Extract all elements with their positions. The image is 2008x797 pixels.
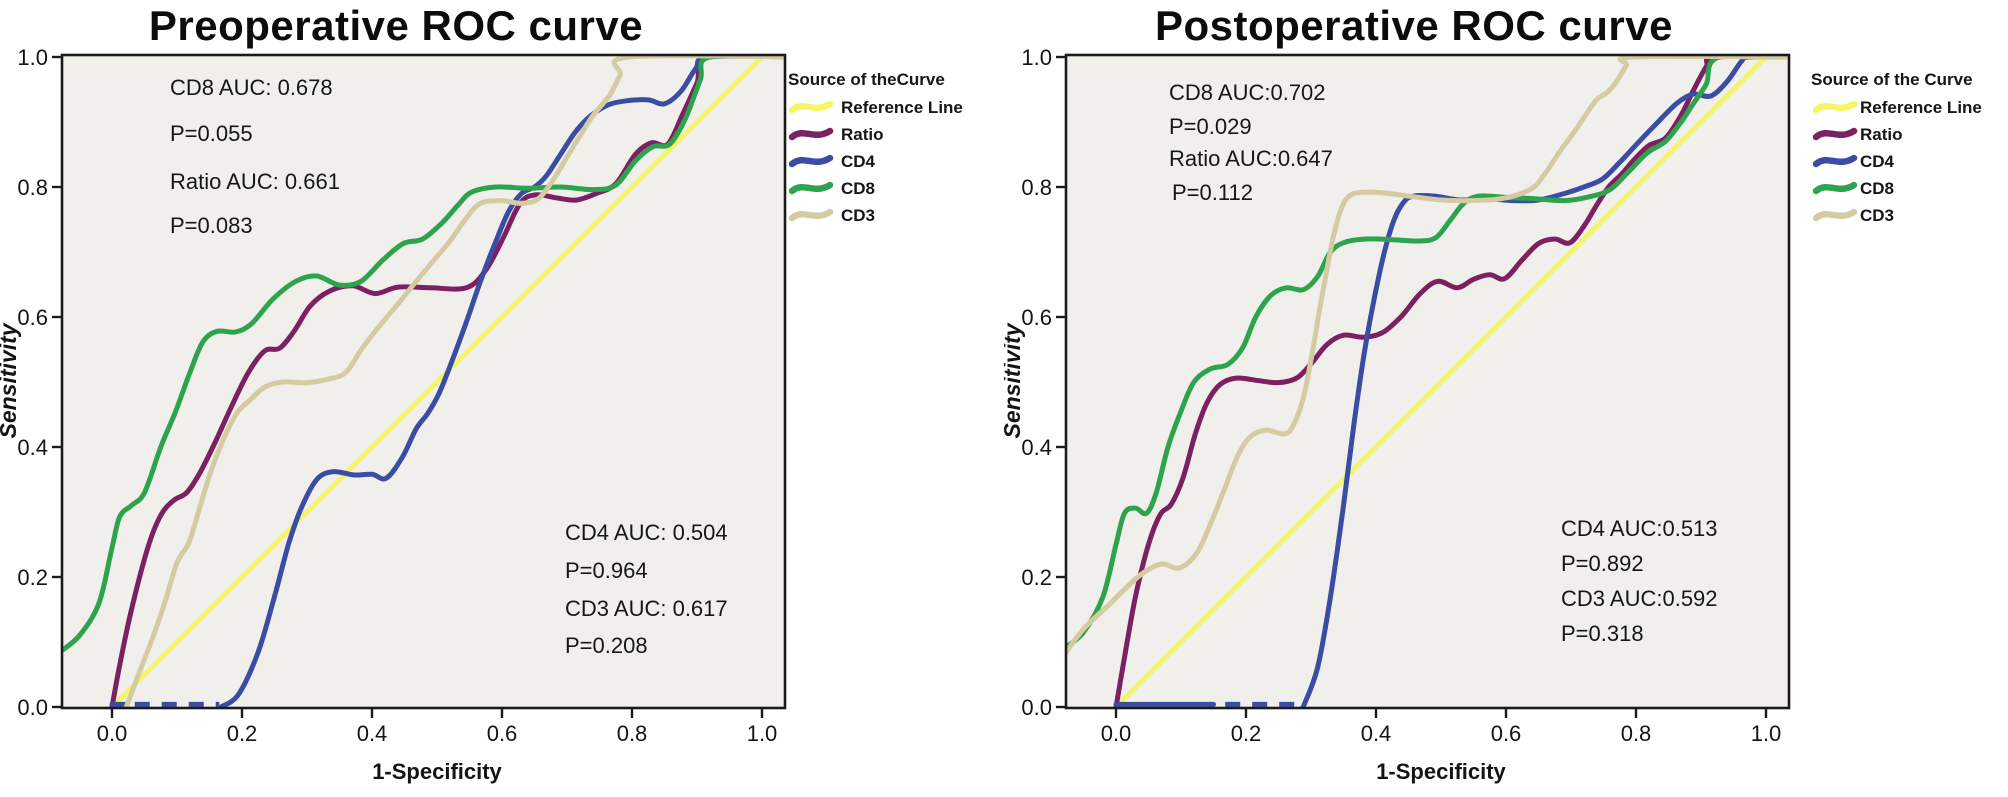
auc-annotation: P=0.029	[1169, 114, 1252, 139]
x-axis-title: 1-Specificity	[372, 759, 502, 784]
auc-annotation: Ratio AUC:0.647	[1169, 146, 1333, 171]
legend-label-cd8: CD8	[841, 179, 875, 198]
x-axis-title: 1-Specificity	[1376, 759, 1506, 784]
curves-layer	[62, 55, 785, 708]
x-tick-label: 0.2	[227, 721, 258, 746]
legend-label-ratio: Ratio	[841, 125, 884, 144]
auc-annotation: CD8 AUC:0.702	[1169, 80, 1326, 105]
curve-reference	[1111, 55, 1769, 708]
plot-area	[62, 55, 785, 708]
legend-label-reference: Reference Line	[841, 98, 963, 117]
plot-frame	[1064, 53, 1791, 710]
legend-title: Source of theCurve	[788, 70, 945, 89]
auc-annotation: P=0.083	[170, 213, 253, 238]
legend-swatch-cd3	[1812, 208, 1858, 222]
legend-swatch-reference	[1812, 100, 1858, 114]
curve-cd3	[1066, 55, 1789, 657]
curve-reference	[107, 55, 765, 708]
auc-annotation: P=0.892	[1561, 551, 1644, 576]
curve-cd8	[62, 55, 785, 654]
y-tick-label: 0.6	[1021, 305, 1052, 330]
y-tick-label: 0.4	[17, 435, 48, 460]
y-axis-title: Sensitivity	[0, 322, 21, 438]
postoperative-roc-panel: Postoperative ROC curve 0.0 0.2 0.4 0.6 0.8 1…	[1004, 0, 2008, 797]
x-tick-label: 0.8	[1621, 721, 1652, 746]
auc-annotation: CD4 AUC: 0.504	[565, 520, 728, 545]
x-tick-label: 0.6	[1491, 721, 1522, 746]
curve-ratio	[1113, 55, 1789, 708]
y-tick-label: 0.8	[17, 175, 48, 200]
page-title: Postoperative ROC curve	[1154, 2, 1673, 49]
y-tick-label: 0.4	[1021, 435, 1052, 460]
y-tick-label: 0.0	[17, 695, 48, 720]
legend-label-ratio: Ratio	[1860, 125, 1903, 144]
legend-label-cd4: CD4	[841, 152, 876, 171]
curve-ratio	[109, 55, 785, 708]
x-tick-label: 0.0	[97, 721, 128, 746]
legend-label-reference: Reference Line	[1860, 98, 1982, 117]
y-tick-label: 0.0	[1021, 695, 1052, 720]
x-tick-label: 0.4	[357, 721, 388, 746]
auc-annotation: P=0.055	[170, 121, 253, 146]
legend-swatch-cd3	[788, 208, 834, 222]
legend-swatch-ratio	[1812, 127, 1858, 141]
legend-swatch-cd4	[1812, 154, 1858, 168]
curve-cd8	[1066, 55, 1789, 651]
auc-annotation: CD3 AUC: 0.617	[565, 596, 728, 621]
legend-swatch-reference	[788, 100, 834, 114]
curve-cd3	[123, 55, 785, 708]
y-tick-label: 0.6	[17, 305, 48, 330]
legend-swatch-cd8	[788, 181, 834, 195]
x-tick-label: 1.0	[1751, 721, 1782, 746]
auc-annotation: CD3 AUC:0.592	[1561, 586, 1718, 611]
preoperative-roc-panel: Preoperative ROC curve 0.0 0.2 0.4 0.6 0.8 1.…	[0, 2, 963, 784]
auc-annotation: P=0.318	[1561, 621, 1644, 646]
roc-chart-svg: 0.0 0.2 0.4 0.6 0.8 1.0 0.0 0.2 0.4 0.6 0.8 1.0 1-Sp…	[1004, 45, 1982, 784]
legend-swatch-cd4	[788, 154, 834, 168]
y-tick-label: 0.8	[1021, 175, 1052, 200]
x-tick-label: 0.4	[1361, 721, 1392, 746]
plot-frame	[60, 53, 787, 710]
x-tick-label: 0.8	[617, 721, 648, 746]
x-tick-label: 0.6	[487, 721, 518, 746]
legend-label-cd8: CD8	[1860, 179, 1894, 198]
legend-label-cd3: CD3	[841, 206, 875, 225]
auc-annotation: Ratio AUC: 0.661	[170, 169, 340, 194]
legend-label-cd4: CD4	[1860, 152, 1895, 171]
y-tick-label: 1.0	[1021, 45, 1052, 70]
page-title: Preoperative ROC curve	[148, 2, 644, 49]
auc-annotation: CD4 AUC:0.513	[1561, 516, 1718, 541]
y-tick-label: 0.2	[1021, 565, 1052, 590]
auc-annotation: CD8 AUC: 0.678	[170, 75, 333, 100]
x-tick-label: 0.0	[1101, 721, 1132, 746]
legend-swatch-cd8	[1812, 181, 1858, 195]
roc-chart-svg: 0.0 0.2 0.4 0.6 0.8 1.0 0.0 0.2 0.4 0.6 0.8 1.0 1-Sp…	[0, 45, 963, 784]
curves-layer	[1066, 55, 1789, 708]
legend-swatch-ratio	[788, 127, 834, 141]
auc-annotation: P=0.964	[565, 558, 648, 583]
plot-area	[1066, 55, 1789, 708]
y-tick-label: 1.0	[17, 45, 48, 70]
y-tick-label: 0.2	[17, 565, 48, 590]
auc-annotation: P=0.208	[565, 633, 648, 658]
auc-annotation: P=0.112	[1172, 180, 1253, 205]
x-tick-label: 1.0	[747, 721, 778, 746]
y-axis-title: Sensitivity	[1004, 322, 1025, 438]
x-tick-label: 0.2	[1231, 721, 1262, 746]
legend-label-cd3: CD3	[1860, 206, 1894, 225]
curve-cd4	[218, 55, 785, 708]
legend-title: Source of the Curve	[1811, 70, 1973, 89]
